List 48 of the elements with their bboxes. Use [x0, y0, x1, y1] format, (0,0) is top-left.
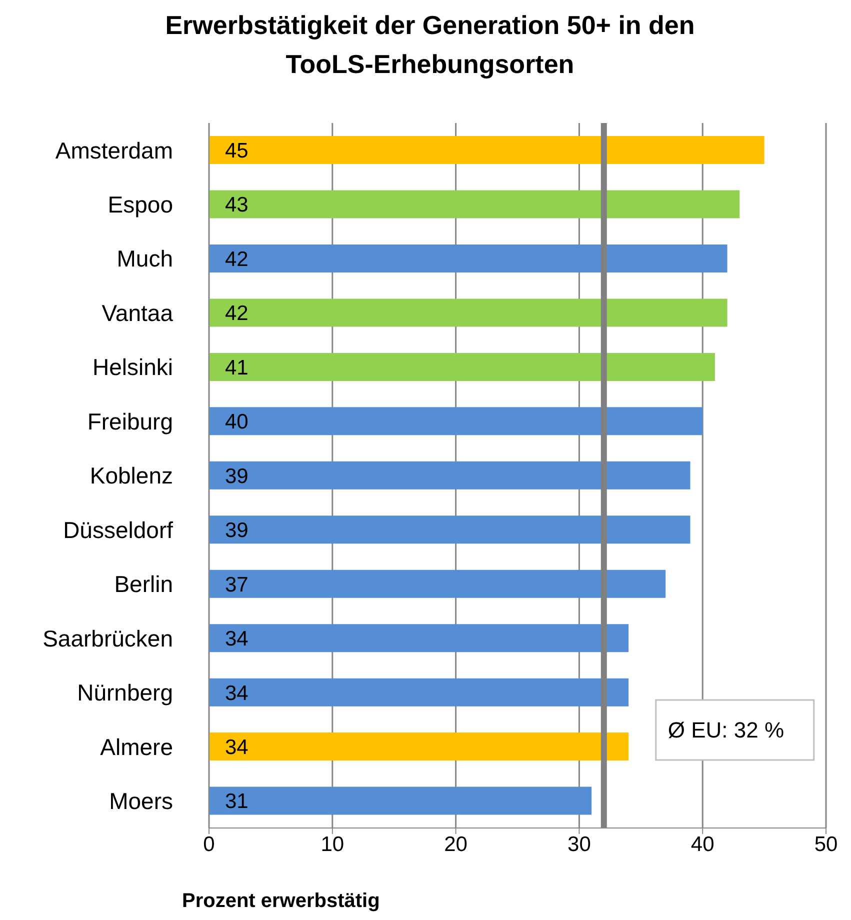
bar	[209, 678, 629, 706]
data-label: 41	[225, 356, 248, 380]
ref-line-label: Ø EU: 32 %	[668, 718, 784, 742]
bar	[209, 732, 629, 761]
bar	[209, 786, 592, 815]
bar	[209, 352, 715, 381]
x-axis-title: Prozent erwerbstätig	[182, 890, 380, 913]
data-label: 34	[225, 628, 249, 651]
chart-title: Erwerbstätigkeit der Generation 50+ in den TooLS-Erhebungsorten	[164, 9, 696, 81]
data-label: 39	[225, 519, 248, 542]
y-tick-label: Almere	[100, 734, 173, 760]
y-tick-label: Vantaa	[102, 300, 174, 326]
data-label: 37	[225, 573, 248, 596]
x-tick-label: 10	[320, 832, 344, 856]
data-label: 34	[225, 682, 249, 705]
data-label: 34	[225, 736, 249, 760]
bar	[209, 461, 690, 490]
bar	[209, 407, 703, 436]
bar	[209, 570, 666, 598]
y-tick-label: Helsinki	[92, 354, 173, 380]
bar	[209, 190, 740, 218]
y-tick-label: Espoo	[108, 192, 173, 218]
data-label: 43	[225, 194, 248, 217]
data-label: 42	[225, 302, 248, 326]
x-tick-label: 20	[444, 832, 468, 856]
data-label: 39	[225, 464, 248, 488]
data-label: 45	[225, 139, 248, 162]
x-tick-label: 0	[203, 832, 215, 856]
x-tick-label: 50	[814, 832, 838, 856]
data-label: 31	[225, 790, 248, 814]
y-tick-label: Moers	[109, 788, 173, 814]
y-tick-label: Nürnberg	[77, 680, 173, 706]
data-label: 40	[225, 410, 248, 434]
bar	[209, 298, 728, 327]
data-label: 42	[225, 248, 248, 271]
y-tick-label: Koblenz	[90, 462, 173, 489]
y-tick-label: Amsterdam	[55, 137, 173, 164]
y-tick-label: Saarbrücken	[42, 625, 173, 652]
bar	[209, 244, 728, 272]
y-tick-label: Freiburg	[87, 408, 173, 434]
x-tick-label: 40	[690, 832, 714, 856]
x-tick-label: 30	[568, 832, 591, 856]
bar	[209, 136, 764, 164]
y-tick-label: Berlin	[114, 571, 173, 598]
y-tick-label: Düsseldorf	[63, 516, 174, 543]
bar	[209, 624, 629, 652]
bar	[209, 516, 690, 544]
y-tick-label: Much	[116, 246, 173, 272]
